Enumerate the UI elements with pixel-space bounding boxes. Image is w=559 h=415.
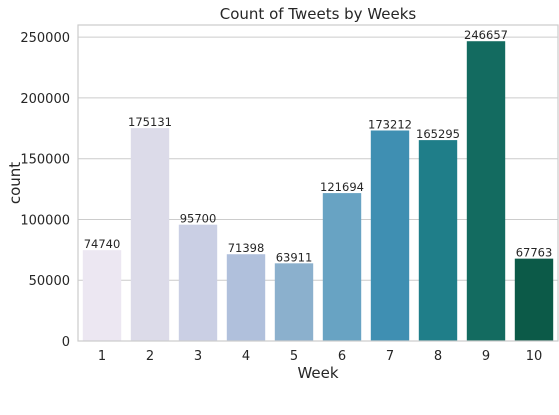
y-tick-label: 50000 <box>29 274 70 289</box>
x-axis-label: Week <box>297 364 338 382</box>
bar-week-1 <box>82 250 122 341</box>
bar-value-label: 246657 <box>464 28 508 42</box>
bars <box>82 41 554 341</box>
bar-week-3 <box>178 224 218 341</box>
y-tick-label: 250000 <box>20 31 70 46</box>
x-tick-label: 4 <box>242 349 250 364</box>
bar-week-7 <box>370 130 410 341</box>
bar-week-4 <box>226 254 266 341</box>
bar-value-label: 121694 <box>320 180 364 194</box>
x-tick-label: 2 <box>146 349 154 364</box>
bar-week-10 <box>514 258 554 341</box>
bar-value-label: 165295 <box>416 127 460 141</box>
bar-week-5 <box>274 263 314 341</box>
bar-value-label: 74740 <box>84 237 121 251</box>
plot-frame <box>77 24 559 342</box>
bar-value-label: 71398 <box>228 241 265 255</box>
bar-value-label: 173212 <box>368 117 412 131</box>
bar-week-2 <box>130 128 170 341</box>
x-tick-label: 9 <box>482 349 490 364</box>
bar-week-6 <box>322 193 362 341</box>
data-labels: 74740 175131 95700 71398 63911 121694 173212 16… <box>84 28 553 264</box>
x-tick-label: 8 <box>434 349 442 364</box>
bar-week-8 <box>418 140 458 341</box>
y-tick-label: 200000 <box>20 92 70 107</box>
x-tick-label: 3 <box>194 349 202 364</box>
bar-value-label: 175131 <box>128 115 172 129</box>
x-axis-ticks: 1 2 3 4 5 6 7 8 9 10 <box>98 349 542 364</box>
bar-value-label: 63911 <box>276 250 313 264</box>
bar-value-label: 95700 <box>180 212 217 226</box>
y-axis-label: count <box>6 162 24 204</box>
y-axis-ticks: 0 50000 100000 150000 200000 250000 <box>20 31 70 350</box>
y-tick-label: 150000 <box>20 153 70 168</box>
bar-value-label: 67763 <box>516 246 553 260</box>
y-tick-label: 100000 <box>20 213 70 228</box>
x-tick-label: 10 <box>526 349 543 364</box>
x-tick-label: 1 <box>98 349 106 364</box>
x-tick-label: 6 <box>338 349 346 364</box>
x-tick-label: 7 <box>386 349 394 364</box>
bar-week-9 <box>466 41 506 341</box>
chart-title: Count of Tweets by Weeks <box>220 5 417 23</box>
y-tick-label: 0 <box>62 335 70 350</box>
x-tick-label: 5 <box>290 349 298 364</box>
